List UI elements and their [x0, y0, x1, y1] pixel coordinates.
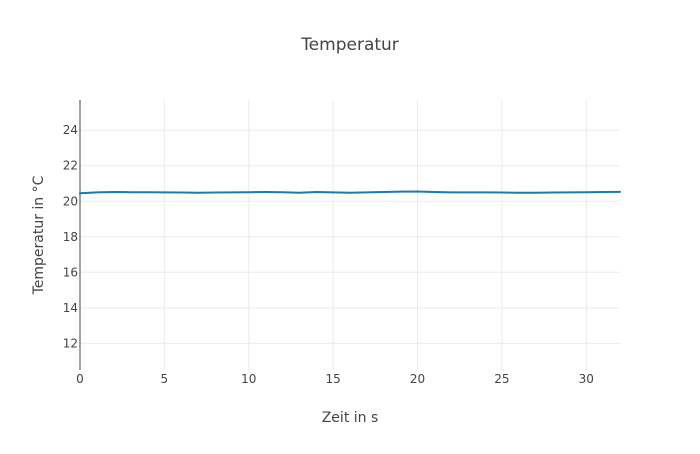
series-line [79, 190, 621, 195]
y-tick-label: 20 [63, 194, 78, 208]
y-tick-label: 24 [63, 123, 78, 137]
chart-title: Temperatur [300, 35, 399, 55]
y-tick-label: 16 [63, 265, 78, 279]
series-layer [79, 190, 621, 195]
y-tick-label: 14 [63, 301, 78, 315]
x-axis-title: Zeit in s [322, 410, 379, 426]
x-tick-labels: 0 5 10 15 20 25 30 [76, 372, 594, 386]
grid-layer [80, 100, 620, 370]
x-tick-label: 0 [76, 372, 84, 386]
x-tick-label: 25 [494, 372, 509, 386]
x-tick-label: 15 [325, 372, 340, 386]
y-tick-label: 22 [63, 159, 78, 173]
x-tick-label: 20 [410, 372, 425, 386]
x-tick-label: 10 [241, 372, 256, 386]
y-tick-labels: 12 14 16 18 20 22 24 [63, 123, 78, 350]
x-tick-label: 30 [579, 372, 594, 386]
y-axis-title: Temperatur in °C [31, 175, 47, 295]
y-tick-label: 18 [63, 230, 78, 244]
y-tick-label: 12 [63, 336, 78, 350]
x-tick-label: 5 [161, 372, 169, 386]
